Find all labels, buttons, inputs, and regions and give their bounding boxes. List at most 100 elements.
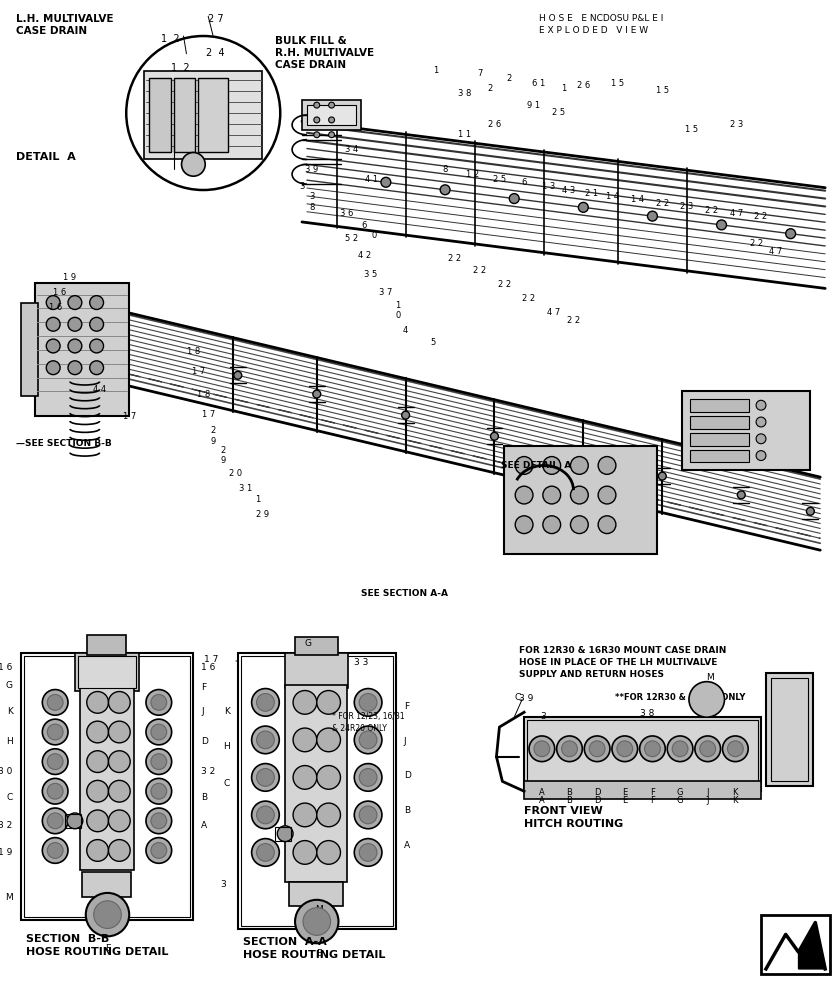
Text: 3 2: 3 2 bbox=[202, 767, 216, 776]
Text: 6: 6 bbox=[361, 221, 367, 230]
Circle shape bbox=[87, 810, 108, 832]
Circle shape bbox=[256, 844, 275, 861]
Text: 3 8: 3 8 bbox=[639, 709, 654, 718]
Text: —SEE SECTION B-B: —SEE SECTION B-B bbox=[16, 439, 112, 448]
Bar bbox=[144, 71, 262, 159]
Text: 2 1: 2 1 bbox=[585, 189, 598, 198]
Bar bbox=[80, 688, 134, 870]
Text: 4 7: 4 7 bbox=[730, 209, 743, 218]
Circle shape bbox=[756, 417, 766, 427]
Text: 1 6: 1 6 bbox=[49, 303, 62, 312]
Bar bbox=[286, 653, 349, 688]
Text: 4 2: 4 2 bbox=[358, 251, 370, 260]
Circle shape bbox=[42, 838, 68, 863]
Circle shape bbox=[756, 400, 766, 410]
Circle shape bbox=[360, 769, 377, 786]
Text: B: B bbox=[202, 793, 207, 802]
Circle shape bbox=[151, 843, 166, 858]
Circle shape bbox=[151, 783, 166, 799]
Text: 1 3: 1 3 bbox=[542, 182, 555, 191]
Text: G: G bbox=[305, 639, 312, 648]
Circle shape bbox=[256, 731, 275, 749]
Text: HITCH ROUTING: HITCH ROUTING bbox=[524, 819, 623, 829]
Text: 3
8: 3 8 bbox=[309, 192, 314, 212]
Text: 1 9: 1 9 bbox=[0, 848, 13, 857]
Circle shape bbox=[756, 451, 766, 461]
Text: 3 1: 3 1 bbox=[239, 484, 252, 493]
Text: 1 2: 1 2 bbox=[466, 170, 480, 179]
Text: D: D bbox=[594, 796, 601, 805]
Circle shape bbox=[515, 486, 533, 504]
Text: H: H bbox=[223, 742, 230, 751]
Text: 3: 3 bbox=[220, 880, 226, 889]
Text: J: J bbox=[706, 788, 709, 797]
Text: 3 6: 3 6 bbox=[339, 209, 353, 218]
Text: 2 2: 2 2 bbox=[705, 206, 718, 215]
Circle shape bbox=[42, 778, 68, 804]
Circle shape bbox=[146, 749, 171, 774]
Text: 1 4: 1 4 bbox=[631, 195, 644, 204]
Circle shape bbox=[360, 731, 377, 749]
Circle shape bbox=[108, 751, 130, 772]
Text: 2: 2 bbox=[507, 74, 512, 83]
Circle shape bbox=[727, 741, 743, 757]
Circle shape bbox=[256, 693, 275, 711]
Circle shape bbox=[534, 741, 549, 757]
Circle shape bbox=[562, 741, 577, 757]
Circle shape bbox=[589, 741, 605, 757]
Circle shape bbox=[47, 724, 63, 740]
Text: E: E bbox=[622, 788, 627, 797]
Text: A: A bbox=[539, 796, 544, 805]
Text: M: M bbox=[315, 905, 323, 914]
Text: F: F bbox=[202, 683, 207, 692]
Text: 4 7: 4 7 bbox=[547, 308, 560, 317]
Circle shape bbox=[90, 317, 103, 331]
Text: 6: 6 bbox=[522, 178, 527, 187]
Text: J: J bbox=[202, 707, 204, 716]
Circle shape bbox=[314, 132, 320, 138]
Text: 1 6: 1 6 bbox=[54, 288, 66, 297]
Text: C: C bbox=[7, 793, 13, 802]
Circle shape bbox=[354, 801, 382, 829]
Circle shape bbox=[317, 691, 340, 714]
Circle shape bbox=[354, 689, 382, 716]
Circle shape bbox=[151, 754, 166, 770]
Circle shape bbox=[328, 117, 334, 123]
Bar bbox=[87, 635, 126, 655]
Text: 2
9: 2 9 bbox=[220, 446, 226, 465]
Circle shape bbox=[108, 692, 130, 713]
Text: 2 5: 2 5 bbox=[552, 108, 565, 117]
Text: 1 7: 1 7 bbox=[123, 412, 136, 421]
Text: HOSE ROUTING DETAIL: HOSE ROUTING DETAIL bbox=[243, 950, 385, 960]
Text: D: D bbox=[404, 771, 411, 780]
Text: 1
0: 1 0 bbox=[395, 301, 401, 320]
Text: 3 7: 3 7 bbox=[379, 288, 392, 297]
Circle shape bbox=[617, 741, 633, 757]
Bar bbox=[286, 685, 348, 882]
Bar bbox=[21, 653, 193, 920]
Circle shape bbox=[68, 296, 81, 309]
Circle shape bbox=[303, 908, 331, 935]
Text: 2 0: 2 0 bbox=[229, 469, 243, 478]
Text: DETAIL  A: DETAIL A bbox=[16, 152, 76, 162]
Text: J: J bbox=[404, 737, 407, 746]
Text: E: E bbox=[622, 796, 627, 805]
Text: 3: 3 bbox=[540, 712, 546, 721]
Bar bbox=[241, 656, 393, 926]
Text: 2 6: 2 6 bbox=[577, 81, 590, 90]
Bar bbox=[524, 781, 761, 799]
Circle shape bbox=[695, 736, 721, 762]
Text: A: A bbox=[539, 788, 544, 797]
Text: & 24R20 ONLY: & 24R20 ONLY bbox=[332, 724, 386, 733]
Bar bbox=[690, 399, 749, 412]
Bar bbox=[75, 653, 139, 691]
Circle shape bbox=[328, 102, 334, 108]
Circle shape bbox=[317, 803, 340, 827]
Circle shape bbox=[491, 432, 498, 440]
Text: 3 9: 3 9 bbox=[305, 165, 318, 174]
Bar bbox=[81, 872, 131, 897]
Text: BULK FILL &: BULK FILL & bbox=[276, 36, 347, 46]
Circle shape bbox=[672, 741, 688, 757]
Circle shape bbox=[612, 736, 638, 762]
Text: 3 2: 3 2 bbox=[0, 821, 13, 830]
